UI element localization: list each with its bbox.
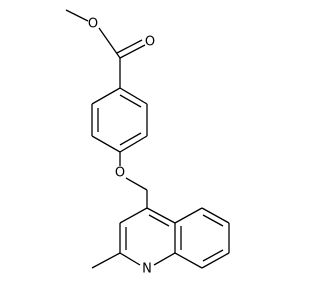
- bond: [91, 252, 121, 269]
- bond: [119, 207, 148, 224]
- bond: [201, 252, 230, 269]
- bond: [119, 135, 148, 153]
- bond: [174, 207, 203, 224]
- bond: [91, 87, 121, 105]
- bond: [202, 249, 224, 262]
- bond: [119, 44, 146, 59]
- atom-label: O: [115, 166, 125, 181]
- molecule-diagram: O O O N: [65, 9, 230, 277]
- bond: [153, 252, 176, 266]
- bond: [125, 177, 148, 191]
- bond: [201, 207, 230, 224]
- bond: [91, 135, 121, 153]
- bond: [148, 214, 170, 227]
- atom-label: O: [88, 17, 98, 32]
- bond: [116, 39, 143, 54]
- atom-label: O: [145, 35, 155, 50]
- bond: [65, 9, 89, 22]
- bond: [174, 252, 203, 269]
- bond: [202, 214, 224, 227]
- bond: [119, 87, 148, 105]
- bond: [146, 207, 176, 224]
- bond: [119, 252, 141, 266]
- bonds: [65, 9, 230, 269]
- bond: [119, 94, 142, 108]
- atom-label: N: [142, 262, 152, 277]
- bond: [119, 132, 142, 146]
- bond: [98, 27, 121, 59]
